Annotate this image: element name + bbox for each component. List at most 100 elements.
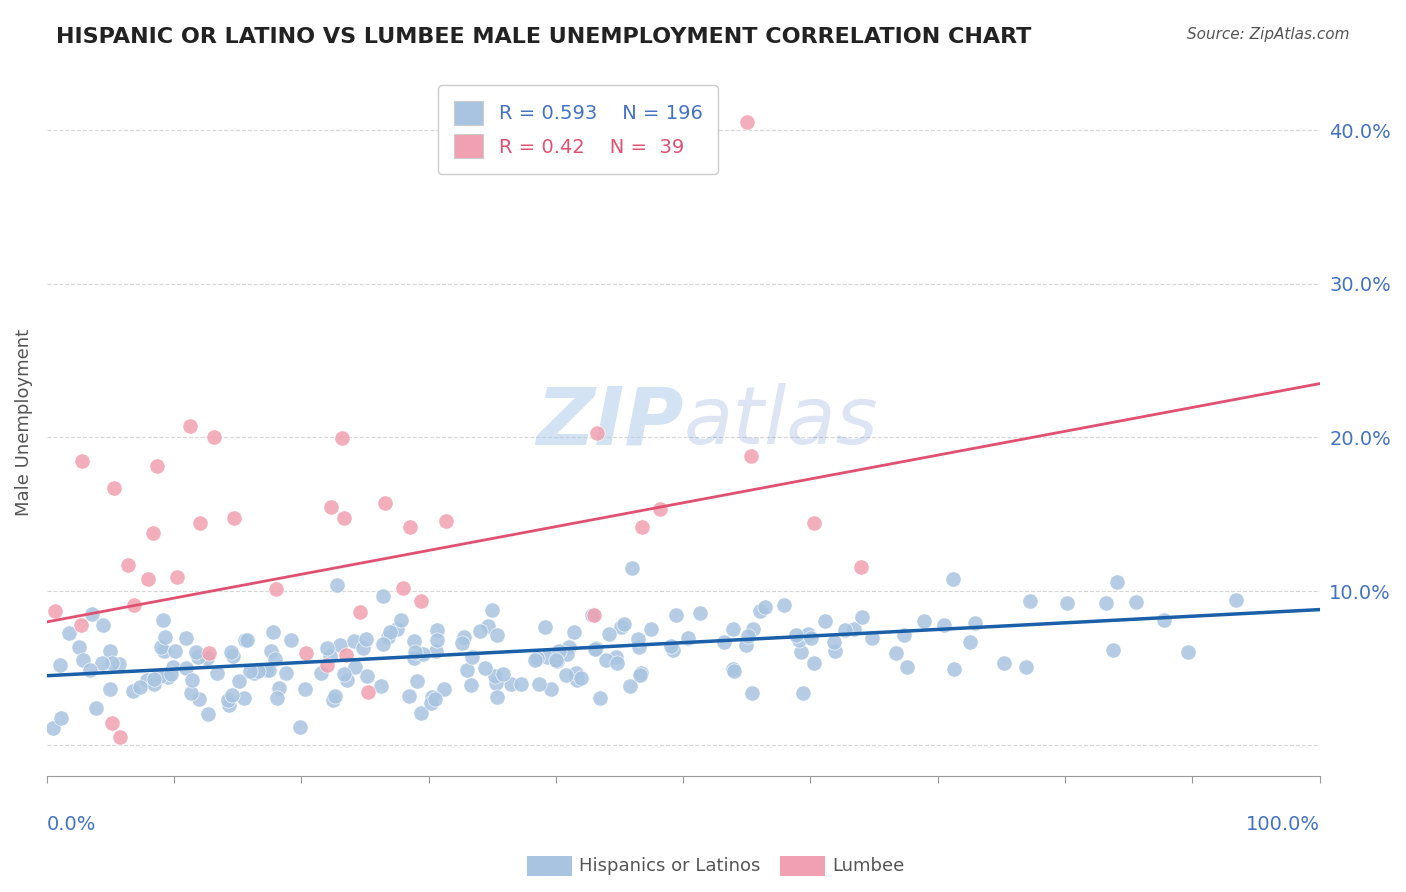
Point (547, 644, 569, 658)
Point (406, 673, 429, 688)
Point (959, 635, 981, 649)
Point (219, 645, 242, 659)
Point (323, 689, 346, 703)
Point (425, 644, 447, 658)
Point (319, 500, 342, 514)
Point (143, 677, 166, 691)
Point (583, 641, 606, 656)
Point (567, 673, 589, 688)
Point (91, 656, 114, 670)
Point (1056, 596, 1078, 610)
Point (605, 649, 627, 664)
Point (420, 696, 443, 710)
Point (485, 676, 508, 690)
Point (371, 637, 394, 651)
Point (713, 634, 735, 648)
Point (814, 614, 837, 628)
Point (398, 519, 420, 533)
Point (456, 663, 478, 677)
Point (153, 630, 176, 644)
Point (150, 640, 173, 654)
Point (606, 656, 628, 670)
Point (266, 690, 288, 705)
Point (486, 628, 509, 642)
Point (993, 656, 1015, 670)
Point (197, 706, 219, 721)
Point (239, 664, 262, 678)
Point (349, 606, 371, 620)
Point (160, 667, 183, 681)
Point (426, 624, 449, 638)
Point (44, 604, 66, 618)
Point (834, 624, 856, 638)
Point (492, 666, 515, 681)
Text: Source: ZipAtlas.com: Source: ZipAtlas.com (1187, 27, 1350, 42)
Point (860, 631, 883, 645)
Point (460, 678, 482, 692)
Point (648, 502, 671, 516)
Point (1018, 594, 1040, 608)
Point (179, 419, 201, 434)
Point (166, 570, 188, 584)
Point (243, 666, 266, 681)
Point (451, 636, 474, 650)
Point (330, 432, 353, 446)
Point (145, 459, 167, 474)
Point (117, 558, 139, 573)
Point (409, 706, 432, 720)
Point (294, 681, 316, 696)
Point (523, 653, 546, 667)
Point (581, 608, 603, 623)
Point (309, 666, 332, 681)
Point (734, 638, 756, 652)
Point (153, 644, 176, 658)
Point (800, 631, 823, 645)
Point (735, 115, 758, 129)
Point (404, 645, 426, 659)
Text: atlas: atlas (683, 383, 877, 461)
Point (333, 666, 356, 681)
Point (434, 514, 457, 528)
Point (536, 650, 558, 665)
Point (562, 625, 585, 640)
Point (259, 663, 281, 677)
Point (540, 682, 562, 697)
Point (371, 590, 394, 604)
Point (354, 632, 377, 647)
Point (773, 598, 796, 612)
Point (267, 681, 290, 695)
Point (121, 684, 143, 698)
Point (174, 661, 197, 675)
Point (264, 582, 287, 597)
Text: ZIP: ZIP (536, 383, 683, 461)
Point (893, 628, 915, 642)
Point (72, 653, 94, 667)
Point (1225, 593, 1247, 607)
Point (851, 610, 873, 624)
Point (409, 594, 432, 608)
Point (398, 689, 420, 703)
Point (526, 650, 548, 665)
Point (609, 620, 631, 634)
Point (803, 656, 825, 670)
Point (187, 649, 209, 664)
Point (912, 614, 935, 628)
Point (69, 618, 91, 632)
Point (100, 681, 122, 696)
Point (370, 679, 392, 693)
Text: 100.0%: 100.0% (1246, 814, 1319, 833)
Point (787, 632, 810, 647)
Point (598, 627, 620, 641)
Point (631, 520, 654, 534)
Point (627, 632, 650, 646)
Point (91, 618, 114, 632)
Point (534, 620, 557, 634)
Point (236, 632, 259, 647)
Point (630, 666, 652, 681)
Point (188, 516, 211, 530)
Point (569, 671, 592, 685)
Point (378, 624, 401, 639)
Point (477, 619, 499, 633)
Point (343, 633, 366, 648)
Point (1153, 613, 1175, 627)
